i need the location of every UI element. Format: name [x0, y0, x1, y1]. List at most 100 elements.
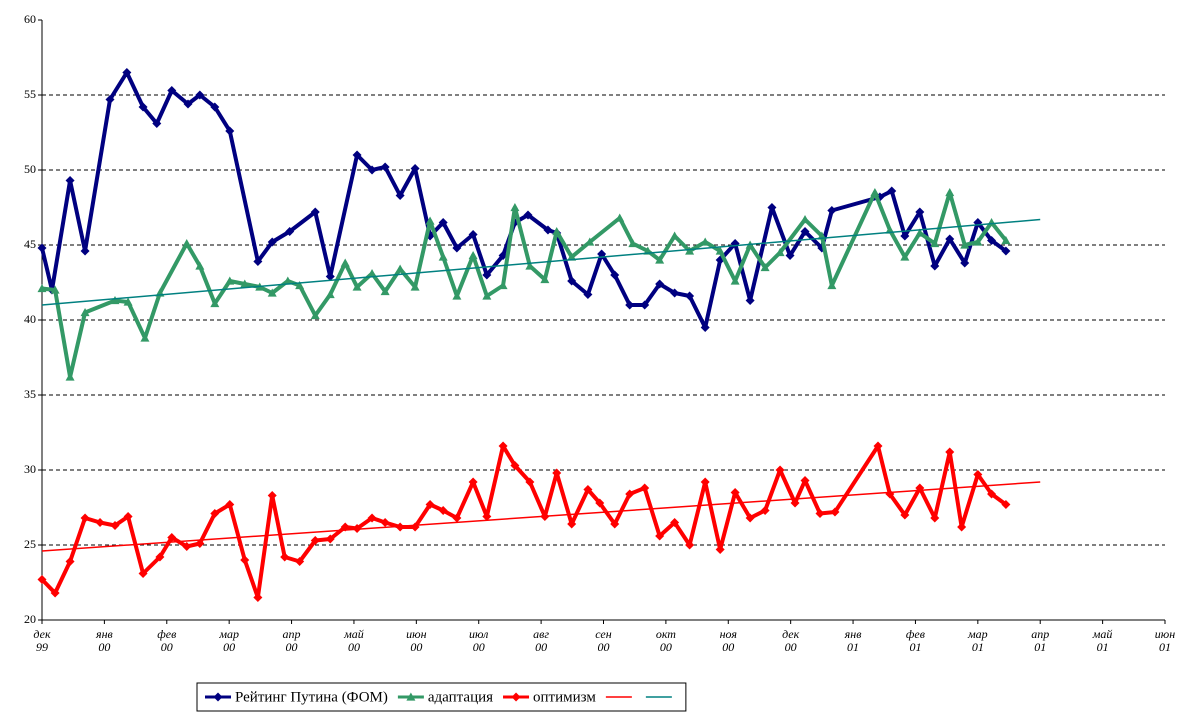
marker	[567, 252, 577, 261]
marker	[210, 102, 220, 112]
marker	[253, 257, 263, 266]
x-tick-label: авг 00	[533, 627, 550, 654]
marker	[730, 276, 740, 285]
marker	[498, 441, 508, 451]
marker	[900, 510, 910, 520]
marker	[468, 477, 478, 487]
marker	[122, 68, 132, 77]
marker	[50, 588, 60, 598]
marker	[210, 299, 220, 308]
marker	[945, 447, 955, 457]
marker	[973, 470, 983, 479]
marker	[123, 297, 133, 306]
legend: Рейтинг Путина (ФОМ) адаптация оптимизм	[196, 682, 687, 712]
marker	[870, 188, 880, 197]
marker	[225, 500, 235, 509]
marker	[295, 557, 305, 566]
marker	[410, 164, 420, 173]
marker	[1001, 236, 1011, 245]
marker	[655, 279, 665, 289]
marker	[438, 252, 448, 261]
marker	[367, 513, 377, 523]
marker	[167, 86, 177, 95]
marker	[1001, 246, 1011, 256]
marker	[468, 230, 478, 239]
marker	[583, 485, 593, 494]
marker	[700, 237, 710, 246]
x-tick-label: окт 00	[655, 627, 676, 654]
marker	[352, 150, 362, 160]
x-tick-label: мар 00	[219, 627, 239, 654]
marker	[670, 518, 680, 527]
marker	[767, 203, 777, 212]
marker	[267, 288, 277, 297]
marker	[310, 311, 320, 320]
marker	[395, 264, 405, 273]
marker	[873, 441, 883, 451]
marker	[583, 290, 593, 299]
marker	[195, 539, 205, 548]
marker	[283, 276, 293, 285]
marker	[395, 191, 405, 200]
marker	[352, 282, 362, 291]
marker	[498, 281, 508, 290]
marker	[827, 206, 837, 215]
marker	[900, 252, 910, 261]
marker	[267, 491, 277, 500]
marker	[785, 251, 795, 260]
y-tick-label: 25	[24, 537, 36, 551]
marker	[285, 227, 295, 236]
marker	[380, 162, 390, 172]
marker	[900, 231, 910, 241]
y-tick-label: 30	[24, 462, 36, 476]
x-tick-label: янв 01	[844, 627, 862, 654]
marker	[80, 246, 90, 256]
marker	[510, 461, 520, 470]
marker	[37, 284, 47, 293]
marker	[610, 270, 620, 280]
marker	[1001, 500, 1011, 509]
y-tick-label: 20	[24, 612, 36, 626]
marker	[482, 512, 492, 521]
marker	[395, 522, 405, 532]
marker	[225, 126, 235, 136]
series-line	[41, 481, 1041, 552]
marker	[800, 215, 810, 224]
marker	[140, 333, 150, 342]
marker	[425, 216, 435, 225]
marker	[715, 545, 725, 554]
marker	[195, 261, 205, 270]
marker	[380, 518, 390, 527]
marker	[715, 246, 725, 255]
marker	[65, 176, 75, 185]
marker	[138, 569, 148, 578]
marker	[685, 291, 695, 301]
marker	[685, 246, 695, 255]
y-tick-label: 45	[24, 237, 36, 251]
marker	[700, 323, 710, 332]
x-tick-label: фев 00	[157, 627, 177, 654]
marker	[325, 290, 335, 299]
marker	[815, 509, 825, 518]
marker	[540, 275, 550, 284]
marker	[987, 218, 997, 227]
series-line	[41, 218, 1041, 306]
y-tick-label: 50	[24, 162, 36, 176]
marker	[945, 234, 955, 244]
marker	[80, 513, 90, 523]
marker	[295, 281, 305, 290]
marker	[800, 227, 810, 236]
marker	[152, 119, 162, 128]
marker	[745, 296, 755, 305]
marker	[37, 243, 47, 253]
series-line	[40, 444, 1008, 600]
marker	[987, 489, 997, 499]
marker	[380, 287, 390, 296]
marker	[640, 300, 650, 310]
marker	[525, 477, 535, 487]
marker	[325, 534, 335, 544]
y-tick-label: 60	[24, 12, 36, 26]
series-line	[40, 70, 1008, 330]
marker	[685, 540, 695, 550]
